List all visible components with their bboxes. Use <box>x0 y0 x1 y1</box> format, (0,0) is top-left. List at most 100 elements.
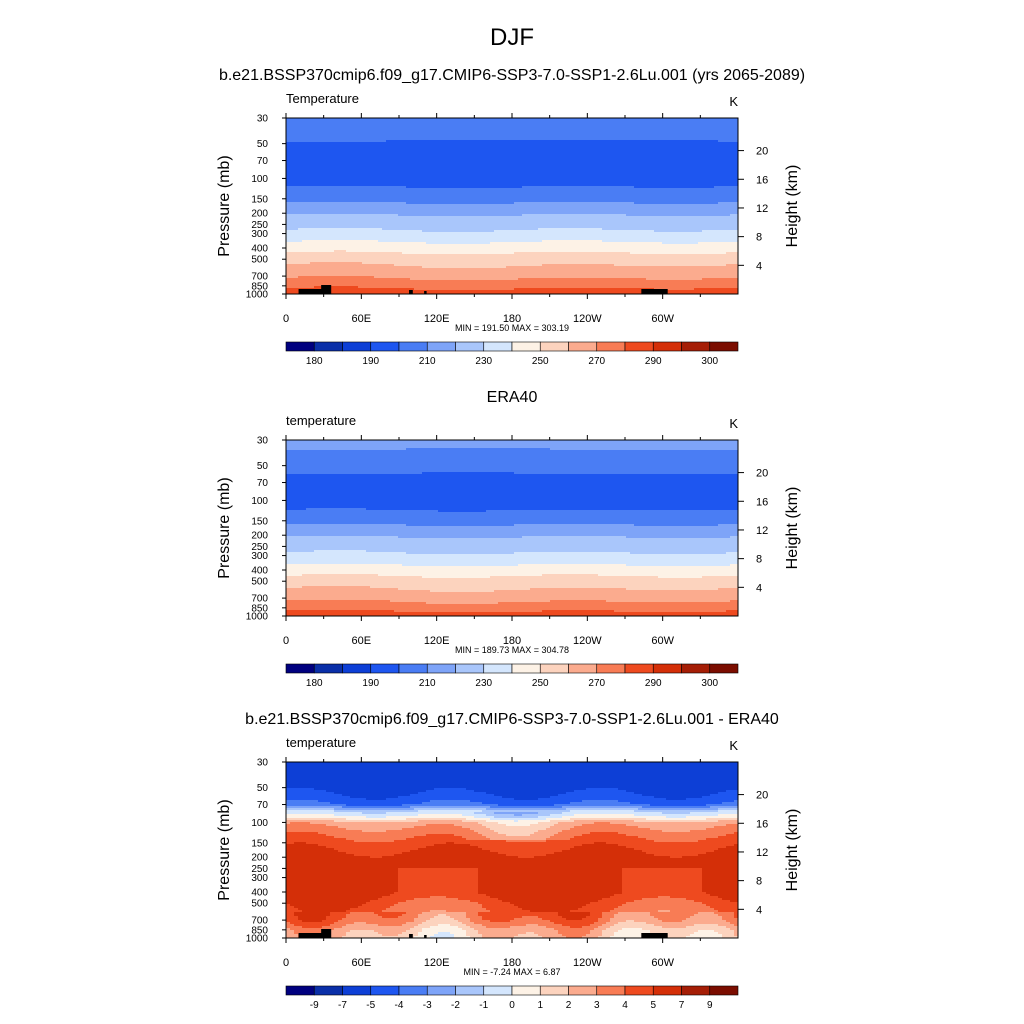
colorbar-label: 270 <box>588 678 605 689</box>
p-tick-label: 50 <box>257 461 269 472</box>
height-tick-label: 16 <box>756 174 768 186</box>
x-tick-label: 60W <box>651 313 674 325</box>
x-tick-label: 60E <box>352 635 372 647</box>
colorbar-box <box>370 341 400 352</box>
panel-2-title: ERA40 <box>487 389 538 406</box>
y-axis-right-label: Height (km) <box>784 165 801 248</box>
colorbar-box <box>539 985 569 996</box>
colorbar-box <box>624 663 654 674</box>
height-tick-label: 4 <box>756 582 762 594</box>
p-tick-label: 70 <box>257 800 269 811</box>
x-tick-label: 120W <box>573 313 602 325</box>
height-tick-label: 20 <box>756 146 768 158</box>
colorbar-label: 9 <box>707 1000 713 1011</box>
figure-title: DJF <box>490 24 534 51</box>
colorbar-box <box>483 341 513 352</box>
colorbar-box <box>652 341 682 352</box>
topography-block <box>298 933 330 938</box>
topography-block <box>424 935 427 938</box>
colorbar-box <box>398 341 428 352</box>
p-tick-label: 850 <box>251 603 268 614</box>
p-tick-label: 1000 <box>246 290 269 301</box>
p-tick-label: 850 <box>251 925 268 936</box>
colorbar-label: -2 <box>451 1000 460 1011</box>
p-tick-label: 300 <box>251 551 268 562</box>
colorbar-box <box>511 985 541 996</box>
height-tick-label: 4 <box>756 904 762 916</box>
x-tick-label: 60W <box>651 635 674 647</box>
y-axis-label: Pressure (mb) <box>216 155 233 256</box>
p-tick-label: 250 <box>251 542 268 553</box>
x-tick-label: 180 <box>503 313 521 325</box>
p-tick-label: 150 <box>251 194 268 205</box>
p-tick-label: 150 <box>251 516 268 527</box>
colorbar-box <box>624 985 654 996</box>
x-tick-label: 120W <box>573 957 602 969</box>
x-tick-label: 0 <box>283 957 289 969</box>
p-tick-label: 400 <box>251 244 268 255</box>
p-tick-label: 100 <box>251 818 268 829</box>
colorbar-box <box>426 985 456 996</box>
panel-1-colorbar: 180 190 210 230 250 270 290 300 <box>285 341 739 367</box>
min-max-label: MIN = -7.24 MAX = 6.87 <box>463 967 560 977</box>
colorbar-label: 250 <box>532 356 549 367</box>
panel-3: 0 60E 120E 180 120W 60W3050701001502002503004… <box>216 735 801 1011</box>
colorbar-box <box>455 663 485 674</box>
colorbar-box <box>483 663 513 674</box>
p-tick-label: 500 <box>251 577 268 588</box>
y-axis-label: Pressure (mb) <box>216 799 233 900</box>
y-axis-right-label: Height (km) <box>784 487 801 570</box>
panel-1: 0 60E 120E 180 120W 60W3050701001502002503004… <box>216 91 801 367</box>
min-max-label: MIN = 189.73 MAX = 304.78 <box>455 645 569 655</box>
colorbar-box <box>313 663 343 674</box>
y-axis-right-label: Height (km) <box>784 809 801 892</box>
panel-2-colorbar: 180 190 210 230 250 270 290 300 <box>285 663 739 689</box>
height-tick-label: 4 <box>756 260 762 272</box>
height-tick-label: 20 <box>756 468 768 480</box>
colorbar-box <box>681 663 711 674</box>
colorbar-box <box>568 341 598 352</box>
colorbar-box <box>681 985 711 996</box>
p-tick-label: 250 <box>251 864 268 875</box>
colorbar-box <box>709 341 739 352</box>
topography-block <box>424 291 427 294</box>
colorbar-box <box>709 663 739 674</box>
colorbar-box <box>511 341 541 352</box>
colorbar-label: 1 <box>537 1000 543 1011</box>
colorbar-box <box>483 985 513 996</box>
colorbar-box <box>539 341 569 352</box>
colorbar-label: -5 <box>366 1000 375 1011</box>
height-tick-label: 20 <box>756 790 768 802</box>
p-tick-label: 700 <box>251 272 268 283</box>
colorbar-label: 300 <box>701 356 718 367</box>
colorbar-label: 290 <box>645 356 662 367</box>
x-tick-label: 60W <box>651 957 674 969</box>
colorbar-box <box>652 985 682 996</box>
colorbar-box <box>568 663 598 674</box>
topography-block <box>321 929 332 938</box>
x-tick-label: 0 <box>283 313 289 325</box>
colorbar-label: 180 <box>306 356 323 367</box>
p-tick-label: 70 <box>257 478 269 489</box>
colorbar-box <box>342 985 372 996</box>
panel-3-topography <box>298 929 668 938</box>
colorbar-label: 7 <box>679 1000 685 1011</box>
p-tick-label: 30 <box>257 114 269 125</box>
p-tick-label: 500 <box>251 899 268 910</box>
x-tick-label: 180 <box>503 957 521 969</box>
x-tick-label: 60E <box>352 313 372 325</box>
colorbar-box <box>596 985 626 996</box>
units-label: K <box>729 738 738 753</box>
p-tick-label: 1000 <box>246 612 269 623</box>
height-tick-label: 16 <box>756 818 768 830</box>
p-tick-label: 100 <box>251 174 268 185</box>
topography-block <box>298 289 330 294</box>
colorbar-box <box>313 985 343 996</box>
colorbar-box <box>342 341 372 352</box>
colorbar-box <box>313 341 343 352</box>
panel-1-title: b.e21.BSSP370cmip6.f09_g17.CMIP6-SSP3-7.… <box>219 67 805 84</box>
colorbar-box <box>285 341 315 352</box>
colorbar-box <box>342 663 372 674</box>
colorbar-label: -1 <box>479 1000 488 1011</box>
